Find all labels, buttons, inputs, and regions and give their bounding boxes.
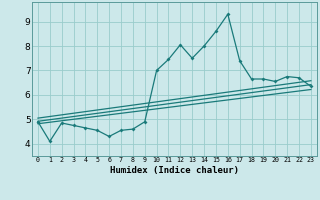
X-axis label: Humidex (Indice chaleur): Humidex (Indice chaleur) <box>110 166 239 175</box>
